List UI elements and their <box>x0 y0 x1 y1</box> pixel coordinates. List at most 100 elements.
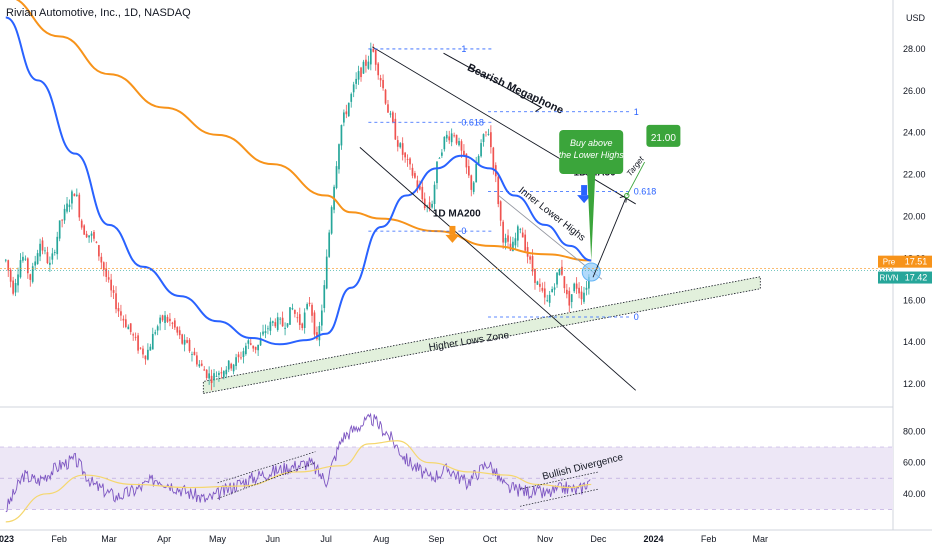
candle-body <box>504 237 507 243</box>
candle-body <box>475 163 478 183</box>
candle-body <box>289 307 291 325</box>
candle-body <box>142 348 144 355</box>
candle-body <box>176 327 179 333</box>
candle-body <box>543 288 546 298</box>
candle-body <box>536 281 539 285</box>
candle-body <box>534 268 536 283</box>
price-tick-label: 12.00 <box>903 379 926 389</box>
time-tick-label: Feb <box>701 534 717 544</box>
candle-body <box>112 290 115 293</box>
candle-body <box>225 369 228 375</box>
candle-body <box>343 112 345 123</box>
last-price-tag-name: Pre <box>883 258 896 267</box>
candle-body <box>546 300 549 302</box>
candle-body <box>117 308 120 312</box>
candle-body <box>318 325 321 341</box>
candle-body <box>240 357 242 359</box>
candle-body <box>41 240 44 251</box>
candle-body <box>156 326 159 331</box>
candle-body <box>132 334 135 336</box>
candle-body <box>73 193 76 197</box>
candle-body <box>249 343 252 345</box>
candle-body <box>252 345 255 349</box>
candle-body <box>159 317 161 324</box>
buy-badge-pointer <box>587 174 596 261</box>
candle-body <box>144 355 147 360</box>
candle-body <box>455 134 458 144</box>
candle-body <box>120 311 122 316</box>
candle-body <box>487 133 490 135</box>
rsi-channel-upper <box>217 451 316 484</box>
candle-body <box>46 252 49 264</box>
candle-body <box>166 316 169 322</box>
candle-body <box>7 260 10 271</box>
candle-body <box>531 256 534 272</box>
candle-body <box>88 235 90 238</box>
candle-body <box>196 355 198 365</box>
time-tick-label: 2024 <box>644 534 664 544</box>
candle-body <box>227 360 230 370</box>
candle-body <box>580 291 583 300</box>
candle-body <box>296 317 299 319</box>
candle-body <box>441 152 443 156</box>
candle-body <box>355 78 357 84</box>
candle-body <box>242 351 245 358</box>
candle-body <box>499 201 502 221</box>
candle-body <box>210 375 213 384</box>
candle-body <box>578 287 580 294</box>
candle-body <box>12 280 14 294</box>
candle-body <box>414 173 416 178</box>
time-tick-label: Aug <box>373 534 389 544</box>
time-tick-label: Feb <box>51 534 67 544</box>
candle-body <box>548 294 551 303</box>
fib-level-label: 0 <box>461 226 466 236</box>
candle-body <box>521 232 524 238</box>
candle-body <box>568 290 571 306</box>
price-tick-label: 14.00 <box>903 337 926 347</box>
candle-body <box>34 261 37 266</box>
candle-body <box>313 312 316 335</box>
candle-body <box>26 258 29 274</box>
candle-body <box>107 277 110 280</box>
fib2-level-label: 1 <box>634 107 639 117</box>
candle-body <box>61 219 63 221</box>
candle-body <box>387 104 389 113</box>
candle-body <box>372 48 375 52</box>
candle-body <box>102 262 105 270</box>
candle-body <box>139 347 142 349</box>
breakout-circle <box>581 262 601 282</box>
candle-body <box>438 157 441 159</box>
candle-body <box>409 158 411 165</box>
candle-body <box>220 372 223 374</box>
candle-body <box>558 269 561 276</box>
candle-body <box>115 293 117 310</box>
chart-title: Rivian Automotive, Inc., 1D, NASDAQ <box>6 7 191 19</box>
ma50-line <box>5 16 592 346</box>
candle-body <box>78 194 81 218</box>
candle-body <box>213 373 215 381</box>
candle-body <box>382 79 384 89</box>
candle-body <box>222 371 225 377</box>
candle-body <box>274 322 277 327</box>
time-tick-label: Apr <box>157 534 171 544</box>
candle-body <box>71 191 73 204</box>
candle-body <box>205 369 208 378</box>
price-tick-label: 26.00 <box>903 86 926 96</box>
candle-body <box>218 372 220 375</box>
candle-body <box>311 304 313 316</box>
candle-body <box>173 320 176 328</box>
candle-body <box>470 175 473 190</box>
candle-body <box>514 238 517 246</box>
candle-body <box>264 331 267 334</box>
candle-body <box>29 274 32 280</box>
candle-body <box>68 204 71 208</box>
candle-body <box>200 363 203 366</box>
candle-body <box>482 134 485 143</box>
candle-body <box>433 184 436 204</box>
candle-body <box>4 259 7 261</box>
candle-body <box>448 136 451 141</box>
candle-body <box>458 141 460 146</box>
candle-body <box>443 136 446 150</box>
candle-body <box>294 309 296 314</box>
